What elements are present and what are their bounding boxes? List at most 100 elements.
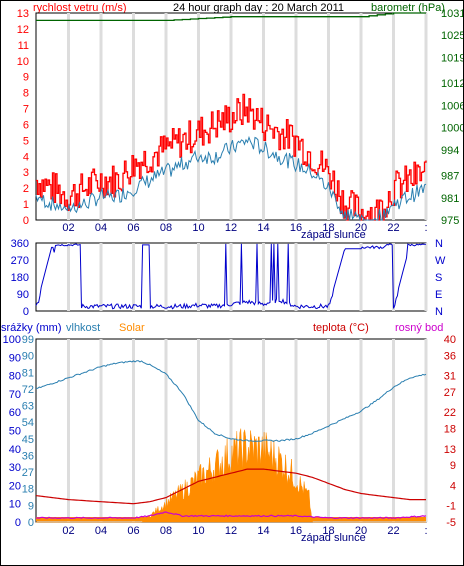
- solar-axis-title: Solar: [119, 322, 145, 334]
- barometer-tick-label: 1012: [441, 78, 463, 90]
- time-tick-label: 02: [62, 222, 74, 234]
- wind-average-line: [35, 135, 427, 222]
- compass-label: W: [435, 255, 446, 267]
- time-tick-label: 14: [257, 222, 269, 234]
- barometer-tick-label: 1006: [441, 100, 463, 112]
- wind-axis-title: rychlost vetru (m/s): [33, 2, 127, 14]
- rain-axis-title: srážky (mm): [1, 322, 62, 334]
- rain-tick-label: 10: [9, 499, 21, 511]
- humidity-tick-label: 27: [22, 467, 34, 479]
- compass-label: N: [435, 306, 443, 318]
- temperature-tick-label: 13: [444, 444, 456, 456]
- wind-direction-line: [35, 243, 427, 310]
- time-tick-label: :: [424, 525, 427, 537]
- wind-tick-label: 4: [23, 151, 29, 163]
- time-tick-label: 18: [322, 525, 334, 537]
- humidity-tick-label: 90: [22, 351, 34, 363]
- temperature-tick-label: -1: [446, 501, 456, 513]
- direction-tick-label: 180: [11, 272, 29, 284]
- wind-tick-label: 9: [23, 72, 29, 84]
- chart-title: 24 hour graph day : 20 March 2011: [173, 2, 344, 14]
- humidity-line: [35, 360, 427, 442]
- time-tick-label: 04: [95, 525, 107, 537]
- temperature-axis-title: teplota (°C): [313, 322, 369, 334]
- rain-tick-label: 60: [9, 407, 21, 419]
- humidity-axis-title: vlhkost: [66, 322, 100, 334]
- rain-tick-label: 70: [9, 389, 21, 401]
- rain-tick-label: 100: [3, 334, 21, 346]
- time-tick-label: :: [424, 222, 427, 234]
- time-tick-label: 20: [355, 525, 367, 537]
- humidity-tick-label: 36: [22, 450, 34, 462]
- rain-tick-label: 40: [9, 444, 21, 456]
- temperature-tick-label: 22: [444, 407, 456, 419]
- temperature-tick-label: 27: [444, 387, 456, 399]
- rain-tick-label: 90: [9, 352, 21, 364]
- time-tick-label: 14: [257, 525, 269, 537]
- wind-tick-label: 3: [23, 167, 29, 179]
- time-tick-label: 08: [160, 525, 172, 537]
- temperature-tick-label: 40: [444, 334, 456, 346]
- time-tick-label: 22: [387, 222, 399, 234]
- dew-point-line: [36, 511, 427, 520]
- barometer-line: [36, 12, 426, 22]
- direction-tick-label: 90: [17, 289, 29, 301]
- rain-tick-label: 20: [9, 480, 21, 492]
- time-tick-label: 02: [62, 525, 74, 537]
- time-tick-label: 22: [387, 525, 399, 537]
- wind-tick-label: 5: [23, 135, 29, 147]
- wind-tick-label: 7: [23, 104, 29, 116]
- rain-tick-label: 50: [9, 426, 21, 438]
- wind-tick-label: 13: [17, 8, 29, 20]
- wind-tick-label: 10: [17, 56, 29, 68]
- temperature-tick-label: 4: [450, 480, 456, 492]
- time-tick-label: 10: [192, 525, 204, 537]
- humidity-tick-label: 72: [22, 384, 34, 396]
- wind-tick-label: 8: [23, 88, 29, 100]
- temperature-tick-label: 36: [444, 350, 456, 362]
- barometer-tick-label: 981: [441, 193, 459, 205]
- solar-area: [36, 428, 426, 523]
- barometer-tick-label: 1000: [441, 123, 463, 135]
- wind-tick-label: 11: [18, 40, 29, 52]
- temperature-line: [35, 468, 426, 505]
- wind-tick-label: 6: [23, 119, 29, 131]
- humidity-tick-label: 18: [22, 484, 34, 496]
- wind-tick-label: 2: [23, 183, 29, 195]
- wind-tick-label: 12: [17, 24, 29, 36]
- direction-tick-label: 360: [11, 238, 29, 250]
- compass-label: N: [435, 238, 443, 250]
- sunset-label: západ slunce: [301, 229, 366, 241]
- time-tick-label: 16: [290, 525, 302, 537]
- humidity-tick-label: 99: [22, 334, 34, 346]
- barometer-tick-label: 994: [441, 145, 459, 157]
- time-tick-label: 12: [225, 525, 237, 537]
- time-tick-label: 06: [127, 222, 139, 234]
- sunset-label: západ slunce: [301, 532, 366, 544]
- solar-base-band: [36, 517, 426, 521]
- barometer-axis-title: barometr (hPa): [371, 2, 445, 14]
- temperature-tick-label: 31: [444, 371, 456, 383]
- time-tick-label: 06: [127, 525, 139, 537]
- barometer-tick-label: 1019: [441, 52, 463, 64]
- direction-tick-label: 0: [23, 306, 29, 318]
- humidity-tick-label: 0: [28, 517, 34, 529]
- barometer-tick-label: 987: [441, 171, 459, 183]
- time-tick-label: 08: [160, 222, 172, 234]
- temperature-tick-label: 9: [450, 460, 456, 472]
- direction-tick-label: 270: [11, 255, 29, 267]
- humidity-tick-label: 81: [22, 367, 34, 379]
- wind-tick-label: 1: [23, 199, 29, 211]
- humidity-tick-label: 54: [22, 417, 34, 429]
- time-tick-label: 04: [95, 222, 107, 234]
- wind-tick-label: 0: [23, 215, 29, 227]
- compass-label: E: [435, 289, 442, 301]
- rain-tick-label: 30: [9, 462, 21, 474]
- time-tick-label: 10: [192, 222, 204, 234]
- barometer-tick-label: 1025: [441, 30, 463, 42]
- temperature-tick-label: -5: [446, 517, 456, 529]
- time-tick-label: 12: [225, 222, 237, 234]
- barometer-tick-label: 975: [441, 215, 459, 227]
- time-tick-label: 18: [322, 222, 334, 234]
